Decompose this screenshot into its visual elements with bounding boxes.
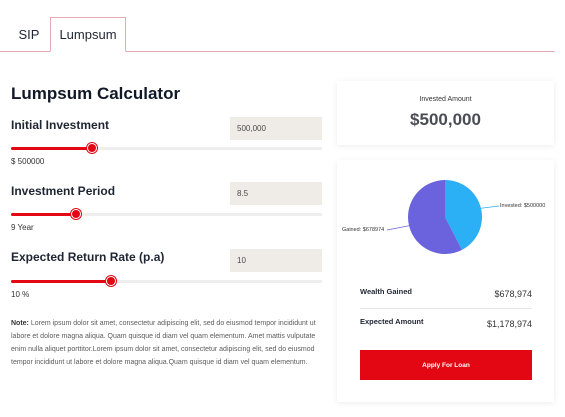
pie-slice-invested	[445, 180, 482, 250]
apply-for-loan-button[interactable]: Apply For Loan	[360, 350, 532, 380]
slider-thumb[interactable]	[86, 143, 97, 153]
return-rate-label: Expected Return Rate (p.a)	[11, 250, 165, 264]
return-rate-value: 10 %	[11, 290, 30, 299]
invested-amount-card: Invested Amount $500,000	[337, 81, 554, 145]
wealth-gained-value: $678,974	[494, 289, 532, 299]
investment-period-slider[interactable]	[11, 209, 322, 219]
pie-leader-line	[386, 225, 410, 231]
note-label: Note:	[11, 320, 29, 327]
pie-slice-gained	[408, 180, 462, 254]
slider-thumb[interactable]	[71, 209, 82, 219]
pie-chart-svg	[386, 180, 500, 254]
pie-label-invested: Invested: $500000	[500, 203, 546, 209]
initial-investment-input[interactable]: 500,000	[230, 117, 322, 140]
result-card: Invested: $500000 Gained: $678974 Wealth…	[337, 160, 554, 402]
row-divider	[360, 308, 532, 309]
initial-investment-slider[interactable]	[11, 143, 322, 153]
return-rate-input[interactable]: 10	[230, 249, 322, 272]
tab-divider	[0, 51, 555, 52]
investment-period-label: Investment Period	[11, 184, 116, 198]
tab-bar: SIP Lumpsum	[0, 0, 565, 53]
return-rate-slider[interactable]	[11, 276, 322, 286]
slider-fill	[11, 280, 111, 283]
slider-fill	[11, 147, 92, 150]
slider-fill	[11, 213, 77, 216]
tab-sip[interactable]: SIP	[18, 27, 40, 42]
pie-chart: Invested: $500000 Gained: $678974	[337, 160, 554, 270]
wealth-gained-label: Wealth Gained	[360, 287, 412, 296]
calculator-title: Lumpsum Calculator	[11, 84, 181, 103]
invested-amount-value: $500,000	[410, 110, 481, 129]
pie-label-gained: Gained: $678974	[342, 227, 385, 233]
tab-lumpsum[interactable]: Lumpsum	[50, 17, 126, 52]
expected-amount-label: Expected Amount	[360, 317, 424, 326]
note-body: Lorem ipsum dolor sit amet, consectetur …	[11, 320, 316, 366]
investment-period-value: 9 Year	[11, 223, 34, 232]
slider-thumb[interactable]	[105, 276, 116, 286]
note-text: Note: Lorem ipsum dolor sit amet, consec…	[11, 317, 323, 369]
invested-amount-label: Invested Amount	[419, 96, 472, 103]
pie-leader-line	[480, 205, 500, 209]
initial-investment-label: Initial Investment	[11, 118, 110, 132]
expected-amount-value: $1,178,974	[486, 319, 532, 329]
investment-period-input[interactable]: 8.5	[230, 182, 322, 205]
initial-investment-value: $ 500000	[11, 157, 45, 166]
